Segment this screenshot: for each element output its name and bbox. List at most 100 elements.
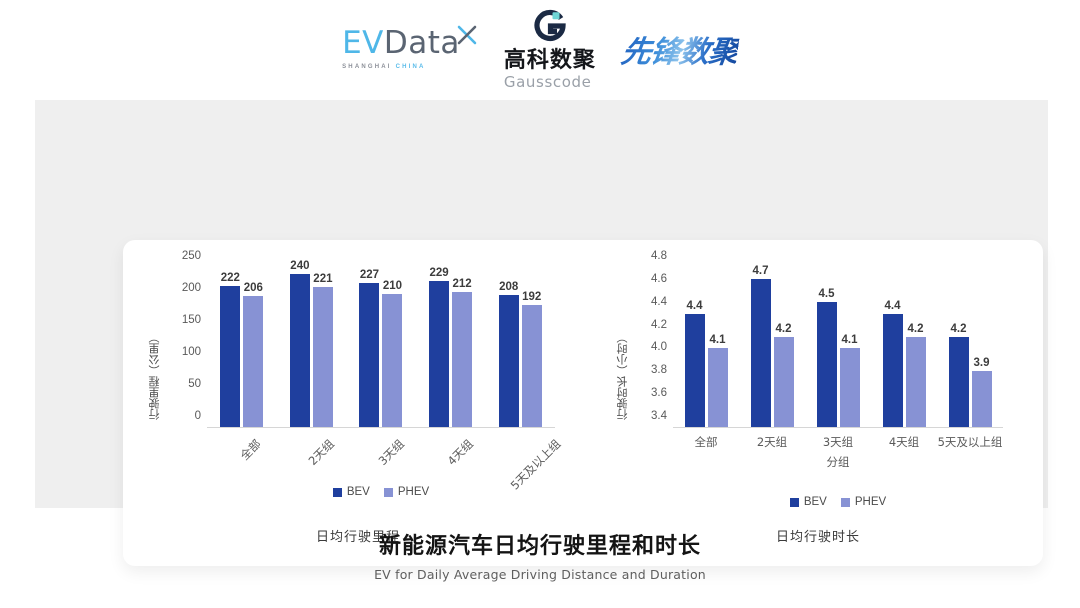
bar-value-label: 212 [452, 278, 472, 291]
legend-duration: BEV PHEV [673, 496, 1003, 508]
bar-bev[interactable]: 4.4 [684, 300, 705, 428]
gausscode-chinese-name: 高科数聚 [503, 47, 596, 73]
xianfeng-wordmark: 先锋数聚 [619, 27, 741, 71]
bar-phev[interactable]: 4.1 [839, 334, 860, 428]
legend-swatch-icon [789, 497, 799, 507]
y-axis-label-duration: 行驶时长（小时） [616, 332, 629, 420]
y-tick-label: 4.6 [651, 272, 667, 285]
bar-value-label: 227 [359, 268, 380, 281]
chart-caption-duration: 日均行驶时长 [775, 530, 860, 545]
x-tick-label: 3天组 [822, 435, 854, 449]
bar-group: 227 210 [346, 268, 416, 428]
bar-value-label: 4.1 [709, 334, 726, 346]
bar-phev[interactable]: 210 [382, 280, 403, 428]
bar-value-label: 4.4 [686, 299, 703, 312]
x-axis-line-duration [673, 427, 1003, 428]
bar-value-label: 3.9 [973, 356, 990, 369]
bar-group: 4.5 4.1 [805, 268, 871, 428]
charts-card: 行驶里程（公里） 0 50 100 150 200 250 222 206 240 221 227… [123, 240, 1043, 566]
y-tick-label: 100 [181, 346, 201, 358]
y-tick-label: 250 [181, 250, 201, 262]
bar-bev[interactable]: 229 [429, 267, 450, 428]
legend-swatch-icon [332, 487, 342, 497]
x-tick-label: 全部 [237, 436, 264, 463]
x-axis-title-duration: 分组 [826, 455, 850, 469]
bar-phev[interactable]: 4.1 [707, 334, 728, 428]
logo-bar: EVData SHANGHAI CHINA 高科数聚 Gausscode 先锋数… [0, 9, 1080, 89]
legend-label: BEV [803, 496, 827, 508]
bar-series-distance: 222 206 240 221 227 210 229 212 208 192 [207, 260, 555, 428]
xianfeng-logo: 先锋数聚 [619, 27, 741, 71]
bar-group: 222 206 [207, 268, 277, 428]
bar-bev[interactable]: 208 [498, 281, 519, 428]
bar-value-label: 4.4 [884, 299, 901, 312]
evdata-ev-text: EV [342, 25, 384, 61]
bar-bev[interactable]: 4.4 [882, 300, 903, 428]
footer-title-en: EV for Daily Average Driving Distance an… [374, 567, 706, 582]
bar-value-label: 192 [522, 291, 542, 304]
bar-phev[interactable]: 4.2 [905, 323, 926, 428]
legend-label: PHEV [854, 496, 887, 508]
y-axis-label-distance: 行驶里程（公里） [148, 332, 161, 420]
bar-value-label: 4.7 [752, 265, 769, 278]
y-tick-label: 4.8 [651, 250, 667, 262]
bar-value-label: 222 [220, 271, 240, 284]
x-tick-label: 4天组 [888, 435, 920, 449]
legend-item-bev[interactable]: BEV [789, 496, 827, 508]
bar-group: 4.2 3.9 [937, 268, 1003, 428]
evdata-logo: EVData SHANGHAI CHINA [342, 25, 478, 70]
bar-phev[interactable]: 221 [312, 273, 333, 428]
legend-swatch-icon [383, 487, 393, 497]
bar-value-label: 4.2 [950, 322, 967, 335]
plot-area-duration: 3.4 3.6 3.8 4.0 4.2 4.4 4.6 4.8 4.4 4.1 4.7 4.2 4.5… [651, 250, 1003, 428]
y-tick-label: 4.2 [651, 318, 667, 331]
y-axis-ticks-distance: 0 50 100 150 200 250 [182, 250, 555, 428]
legend-swatch-icon [840, 497, 850, 507]
bar-bev[interactable]: 227 [359, 269, 380, 428]
bar-group: 4.4 4.1 [673, 268, 739, 428]
plot-area-distance: 0 50 100 150 200 250 222 206 240 221 227 210 229 212… [182, 250, 555, 428]
bar-group: 4.7 4.2 [739, 265, 805, 428]
bar-value-label: 4.5 [818, 288, 835, 301]
legend-item-bev[interactable]: BEV [332, 486, 370, 498]
bar-bev[interactable]: 240 [289, 260, 310, 428]
gausscode-wordmark: 高科数聚 Gausscode [503, 47, 596, 90]
bar-phev[interactable]: 192 [521, 291, 542, 428]
bar-value-label: 240 [290, 260, 310, 273]
bar-bev[interactable]: 4.5 [816, 288, 837, 428]
bar-value-label: 4.2 [775, 322, 792, 335]
x-tick-label: 5天及以上组 [507, 436, 564, 493]
content-panel: 行驶里程（公里） 0 50 100 150 200 250 222 206 240 221 227… [35, 100, 1048, 566]
legend-item-phev[interactable]: PHEV [383, 486, 430, 498]
bar-phev[interactable]: 4.2 [773, 323, 794, 428]
evdata-data-text: Data [383, 25, 460, 61]
gausscode-g-icon [534, 9, 566, 41]
bar-value-label: 4.1 [841, 334, 858, 346]
x-tick-label: 2天组 [305, 436, 338, 469]
bar-value-label: 208 [499, 280, 519, 293]
bar-group: 208 192 [485, 268, 555, 428]
bar-value-label: 4.2 [907, 322, 924, 335]
x-mark-icon [457, 25, 477, 45]
evdata-tagline-shanghai: SHANGHAI [342, 64, 392, 70]
x-axis-line-distance [207, 427, 555, 428]
bar-group: 240 221 [277, 260, 347, 428]
bar-group: 229 212 [416, 267, 486, 428]
bar-phev[interactable]: 3.9 [971, 357, 992, 428]
bar-bev[interactable]: 4.7 [750, 265, 771, 428]
bar-phev[interactable]: 206 [243, 282, 264, 428]
chart-daily-duration: 行驶时长（小时） 3.4 3.6 3.8 4.0 4.2 4.4 4.6 4.8 4.4 4.1… [593, 240, 1043, 566]
x-axis-labels-duration: 全部 2天组 3天组 4天组 5天及以上组 [673, 434, 1003, 450]
y-tick-label: 4.4 [651, 295, 667, 308]
chart-caption-distance: 日均行驶里程 [315, 530, 400, 545]
y-tick-label: 50 [188, 378, 201, 390]
bar-bev[interactable]: 4.2 [948, 323, 969, 428]
chart-daily-distance: 行驶里程（公里） 0 50 100 150 200 250 222 206 240 221 227… [123, 240, 593, 566]
legend-label: BEV [346, 486, 370, 498]
legend-item-phev[interactable]: PHEV [840, 496, 887, 508]
bar-value-label: 206 [243, 282, 263, 295]
bar-phev[interactable]: 212 [452, 278, 473, 428]
legend-label: PHEV [397, 486, 430, 498]
bar-bev[interactable]: 222 [220, 272, 241, 428]
y-tick-label: 4.0 [651, 341, 667, 354]
